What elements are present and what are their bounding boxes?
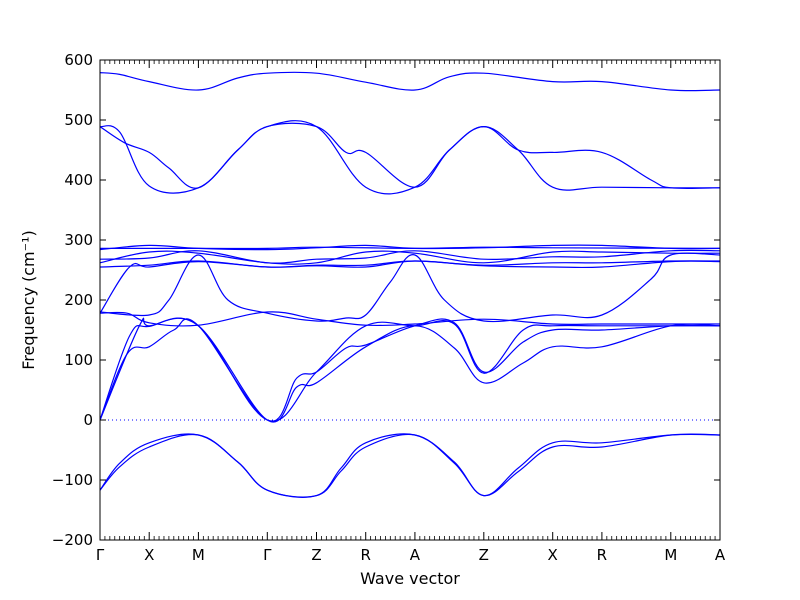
band-line-7 — [99, 311, 720, 327]
band-line-15 — [99, 122, 721, 190]
x-axis-title: Wave vector — [360, 569, 460, 588]
series-group — [99, 71, 721, 498]
x-tick-label: Z — [311, 546, 321, 564]
band-line-4 — [99, 318, 721, 422]
band-line-10 — [99, 250, 721, 265]
band-line-2 — [99, 433, 721, 498]
band-line-9 — [99, 260, 721, 268]
band-line-16 — [99, 71, 721, 92]
band-line-13 — [100, 246, 721, 250]
x-tick-label: X — [548, 546, 558, 564]
y-tick-label: 500 — [64, 111, 93, 129]
plot-area — [100, 60, 720, 540]
band-line-14 — [99, 120, 721, 195]
y-tick-label: 200 — [64, 291, 93, 309]
band-line-5 — [99, 317, 721, 423]
x-tick-label: A — [410, 546, 421, 564]
y-tick-label: 0 — [83, 411, 93, 429]
y-tick-label: 600 — [64, 51, 93, 69]
x-tick-label: A — [715, 546, 726, 564]
x-tick-label: Γ — [263, 546, 272, 564]
y-tick-label: 300 — [64, 231, 93, 249]
y-axis-title: Frequency (cm⁻¹) — [19, 230, 38, 369]
x-tick-label: X — [144, 546, 154, 564]
y-axis: −200 −100 0 100 200 300 400 500 600 — [52, 51, 720, 549]
x-tick-label: M — [192, 546, 205, 564]
band-line-6 — [99, 252, 721, 323]
x-tick-label: R — [597, 546, 607, 564]
x-tick-label: Z — [479, 546, 489, 564]
x-tick-label: Γ — [96, 546, 105, 564]
x-tick-label: R — [360, 546, 370, 564]
y-tick-label: 400 — [64, 171, 93, 189]
band-line-8 — [99, 260, 721, 314]
plot-background — [100, 60, 720, 540]
band-line-1 — [99, 433, 721, 498]
band-line-11 — [99, 249, 721, 264]
x-tick-label: M — [664, 546, 677, 564]
y-tick-label: −200 — [52, 531, 93, 549]
y-tick-label: −100 — [52, 471, 93, 489]
y-tick-label: 100 — [64, 351, 93, 369]
